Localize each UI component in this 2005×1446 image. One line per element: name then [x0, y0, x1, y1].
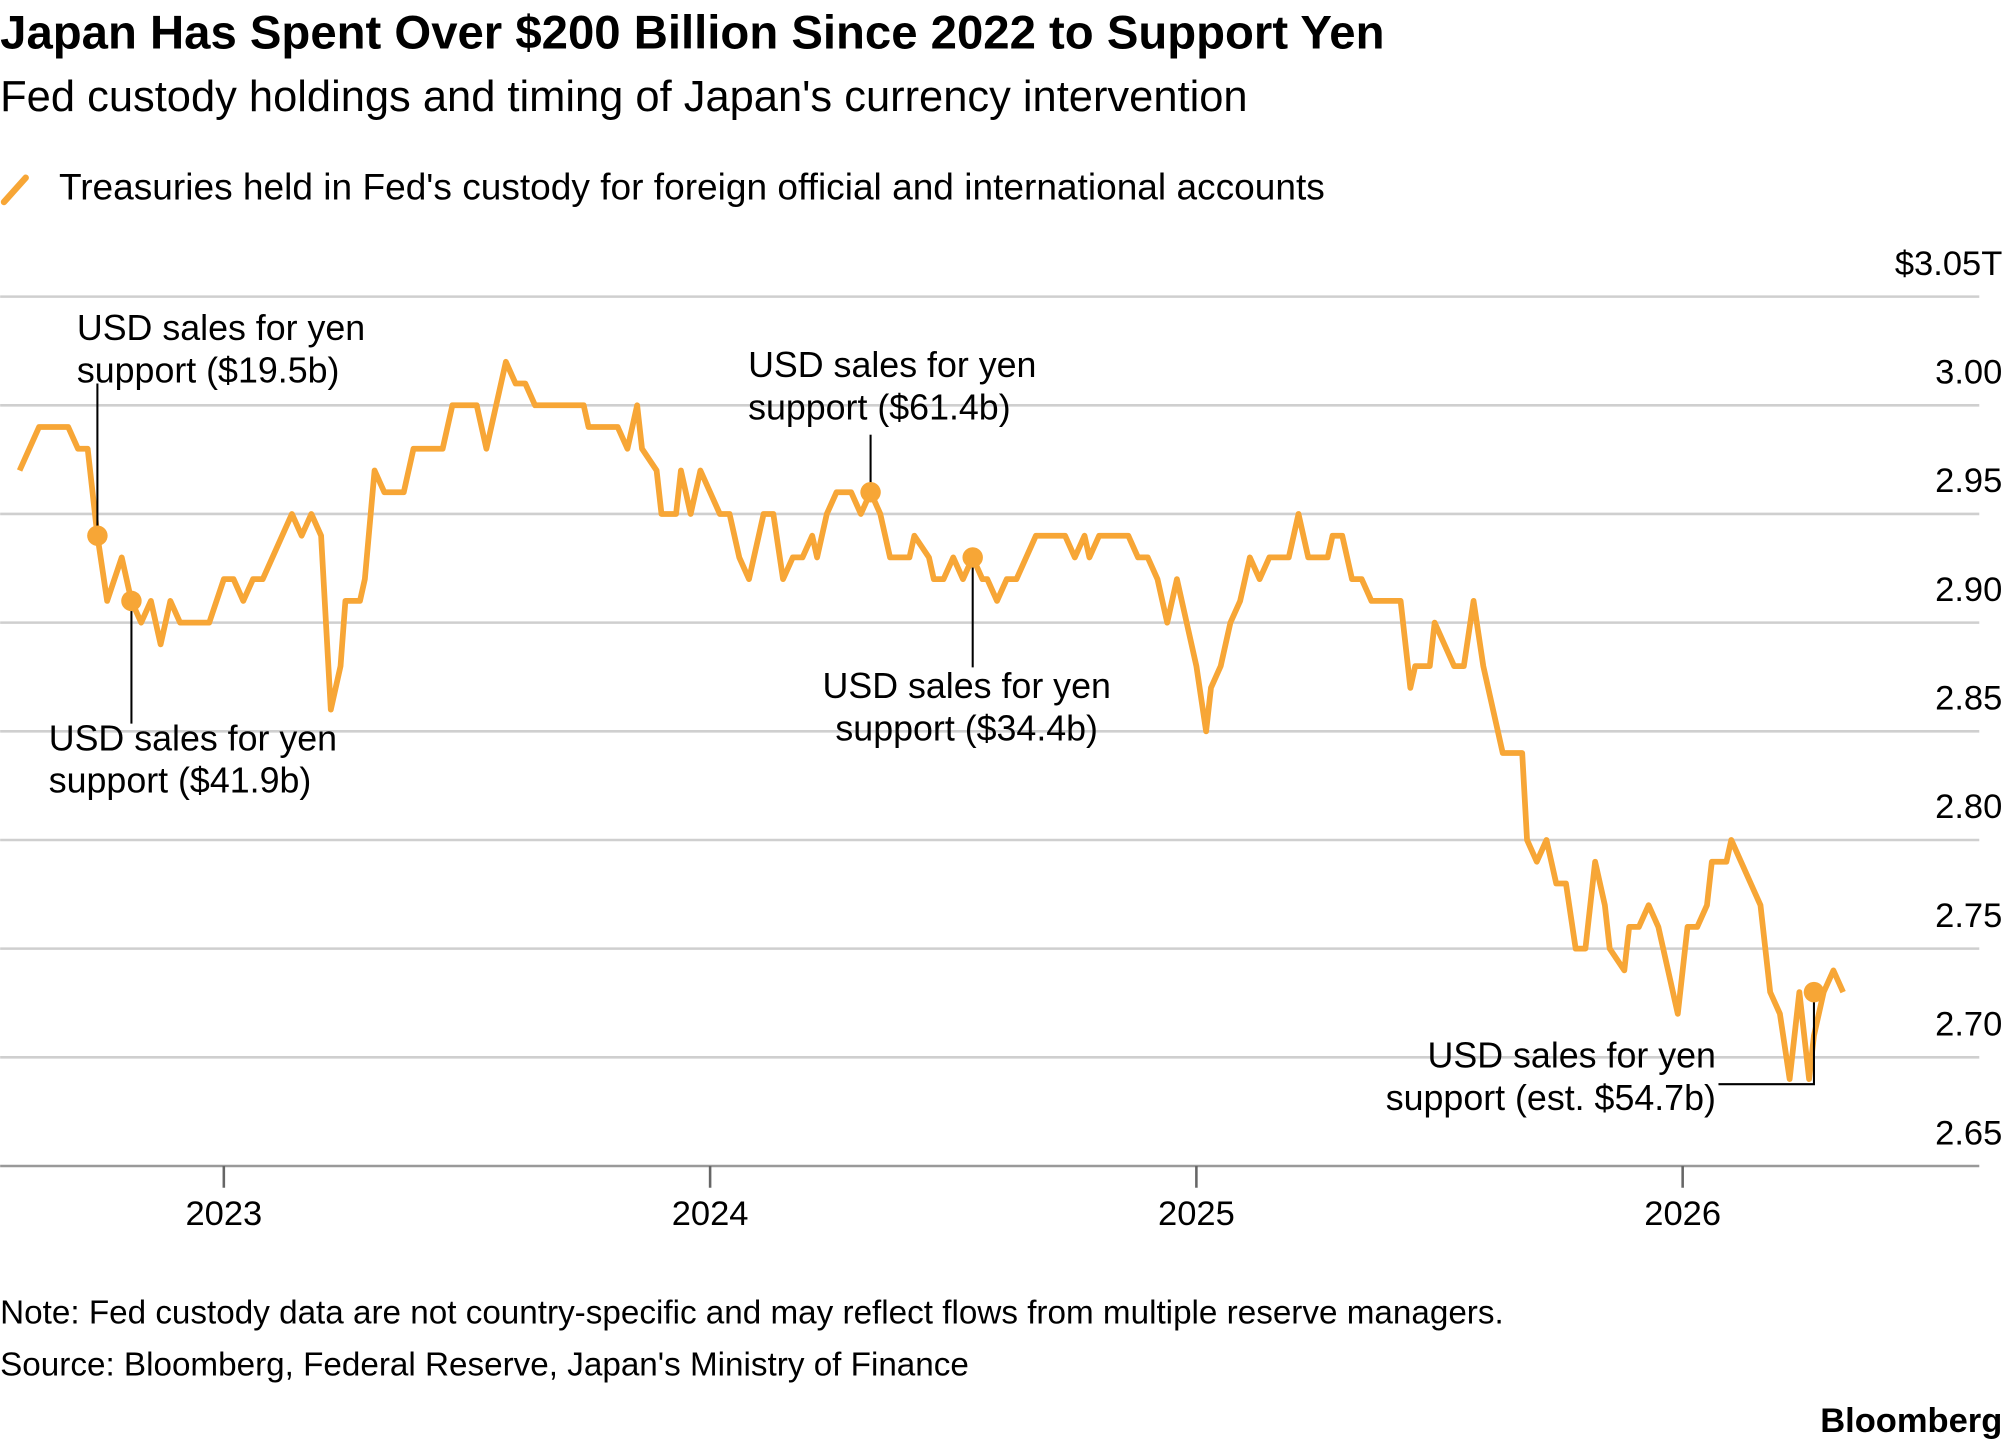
y-tick-label: 2.95 — [1935, 462, 2002, 500]
y-tick-label: 2.65 — [1935, 1114, 2002, 1152]
annotation-dot — [87, 525, 108, 546]
annotation-text: support ($61.4b) — [748, 387, 1011, 427]
x-tick-label: 2026 — [1644, 1195, 1721, 1233]
y-tick-label: 2.75 — [1935, 897, 2002, 935]
legend-label: Treasuries held in Fed's custody for for… — [59, 165, 1325, 207]
annotation-text: support ($19.5b) — [77, 350, 340, 390]
chart-title: Japan Has Spent Over $200 Billion Since … — [0, 7, 1384, 60]
legend-swatch — [0, 174, 29, 206]
annotation-text: support ($34.4b) — [835, 708, 1098, 748]
x-tick-label: 2025 — [1158, 1195, 1235, 1233]
x-tick-label: 2024 — [672, 1195, 749, 1233]
brand: Bloomberg — [1820, 1402, 2002, 1440]
annotation-dot — [1803, 981, 1825, 1003]
annotation-dot — [860, 482, 881, 503]
annotation-leader — [1718, 992, 1815, 1086]
chart-subtitle: Fed custody holdings and timing of Japan… — [0, 73, 1247, 121]
annotation-text: USD sales for yen — [823, 666, 1111, 706]
series-line — [16, 358, 1846, 1082]
y-tick-label: 2.85 — [1935, 680, 2002, 718]
annotation-dot — [121, 590, 142, 612]
y-tick-label: 2.70 — [1935, 1006, 2002, 1044]
annotation-text: USD sales for yen — [1428, 1036, 1716, 1076]
annotation-dot — [962, 547, 983, 568]
y-tick-label: 2.80 — [1935, 788, 2002, 826]
annotation-text: USD sales for yen — [49, 718, 337, 758]
note: Note: Fed custody data are not country-s… — [0, 1294, 1504, 1331]
y-tick-label: 2.90 — [1935, 571, 2002, 609]
annotation-text: support (est. $54.7b) — [1386, 1078, 1716, 1118]
annotation-text: USD sales for yen — [748, 345, 1036, 385]
source: Source: Bloomberg, Federal Reserve, Japa… — [0, 1347, 969, 1384]
y-tick-label: $3.05T — [1895, 245, 2002, 283]
x-tick-label: 2023 — [185, 1195, 262, 1233]
annotation-text: support ($41.9b) — [49, 761, 312, 801]
annotation-text: USD sales for yen — [77, 308, 365, 348]
y-tick-label: 3.00 — [1935, 354, 2002, 392]
